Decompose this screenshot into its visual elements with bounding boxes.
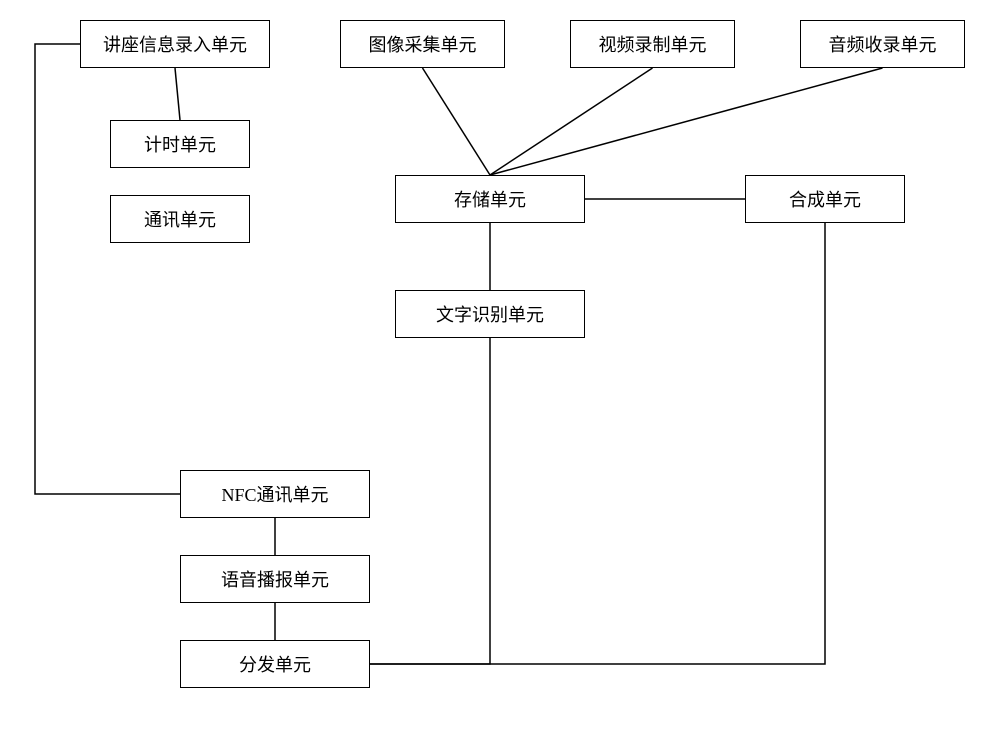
node-audio-record: 音频收录单元 [800, 20, 965, 68]
node-voice-ann: 语音播报单元 [180, 555, 370, 603]
node-dispatch: 分发单元 [180, 640, 370, 688]
label-timer: 计时单元 [144, 131, 216, 157]
label-lecture-info: 讲座信息录入单元 [103, 31, 247, 57]
label-comm: 通讯单元 [144, 206, 216, 232]
label-nfc: NFC通讯单元 [221, 481, 328, 507]
node-synth: 合成单元 [745, 175, 905, 223]
node-storage: 存储单元 [395, 175, 585, 223]
edge-layer [0, 0, 1000, 729]
label-text-recog: 文字识别单元 [436, 301, 544, 327]
node-video-record: 视频录制单元 [570, 20, 735, 68]
label-audio-record: 音频收录单元 [829, 31, 937, 57]
node-image-capture: 图像采集单元 [340, 20, 505, 68]
label-dispatch: 分发单元 [239, 651, 311, 677]
node-timer: 计时单元 [110, 120, 250, 168]
node-lecture-info: 讲座信息录入单元 [80, 20, 270, 68]
label-synth: 合成单元 [789, 186, 861, 212]
label-video-record: 视频录制单元 [599, 31, 707, 57]
node-text-recog: 文字识别单元 [395, 290, 585, 338]
label-image-capture: 图像采集单元 [369, 31, 477, 57]
node-nfc: NFC通讯单元 [180, 470, 370, 518]
label-storage: 存储单元 [454, 186, 526, 212]
label-voice-ann: 语音播报单元 [221, 566, 329, 592]
node-comm: 通讯单元 [110, 195, 250, 243]
